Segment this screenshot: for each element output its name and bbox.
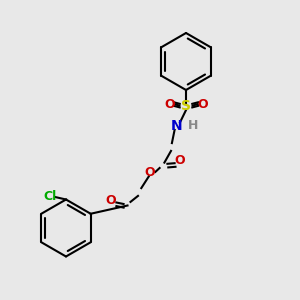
Text: O: O <box>197 98 208 112</box>
Text: O: O <box>145 166 155 179</box>
Text: N: N <box>171 119 183 133</box>
Text: S: S <box>181 100 191 113</box>
Text: O: O <box>175 154 185 167</box>
Text: O: O <box>164 98 175 112</box>
Text: O: O <box>106 194 116 208</box>
Text: H: H <box>188 119 198 133</box>
Text: Cl: Cl <box>43 190 56 203</box>
